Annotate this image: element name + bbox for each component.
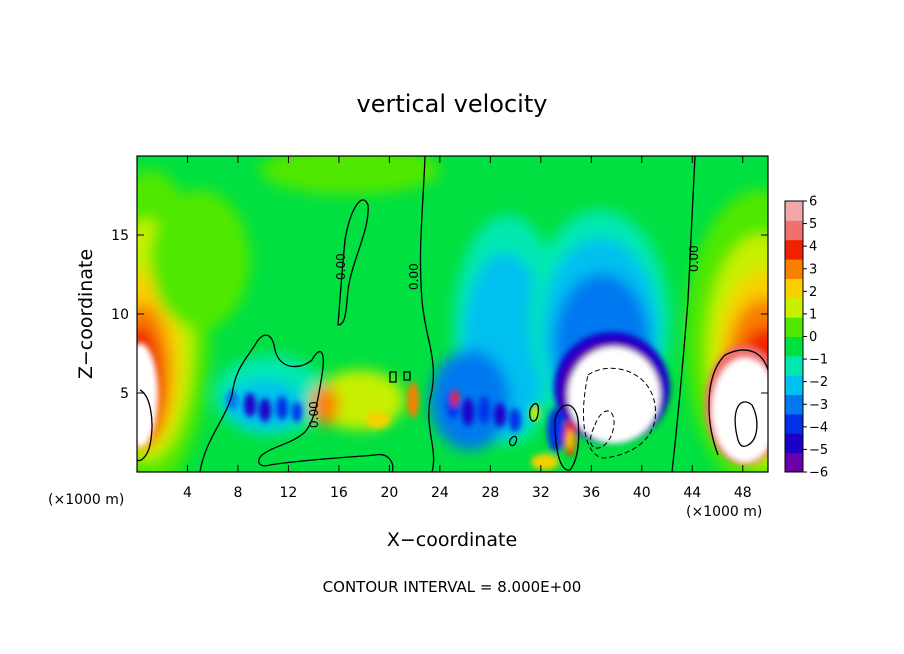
colorbar-swatch	[785, 259, 803, 279]
colorbar-tick-label: −1	[809, 353, 828, 368]
x-tick-label: 36	[582, 485, 600, 501]
heatmap-field: 0.00 0.00 0.00 0.00	[137, 156, 768, 472]
colorbar-swatch	[785, 239, 803, 260]
x-tick-label: 12	[280, 485, 298, 501]
y-tick-label: 10	[111, 307, 129, 323]
colorbar-tick-label: −4	[809, 420, 828, 435]
colorbar-swatch	[785, 394, 803, 415]
colorbar-swatch	[785, 297, 803, 318]
colorbar-tick-label: −2	[809, 375, 828, 390]
colorbar-tick-label: 5	[809, 217, 817, 232]
x-tick-label: 24	[431, 485, 449, 501]
colorbar-tick-label: −3	[809, 398, 828, 413]
y-axis-label: Z−coordinate	[75, 249, 97, 379]
colorbar-tick-label: 4	[809, 240, 817, 255]
x-tick-label: 4	[183, 485, 192, 501]
colorbar-swatch	[785, 336, 803, 357]
chart-title: vertical velocity	[357, 90, 548, 118]
contour-interval-note: CONTOUR INTERVAL = 8.000E+00	[323, 578, 582, 596]
colorbar-tick-label: −6	[809, 466, 828, 481]
colorbar-swatch	[785, 317, 803, 337]
x-tick-label: 44	[683, 485, 701, 501]
colorbar-swatch	[785, 375, 803, 396]
colorbar-swatch	[785, 452, 803, 473]
colorbar-swatch	[785, 433, 803, 454]
x-unit-left: (×1000 m)	[48, 492, 124, 508]
colorbar-swatch	[785, 413, 803, 434]
colorbar-swatch	[785, 201, 803, 221]
colorbar-swatch	[785, 355, 803, 376]
colorbar: 6 5 4 3 2 1 0 −1 −2 −3 −4 −5 −6	[784, 195, 828, 481]
x-tick-label: 48	[734, 485, 752, 501]
field-layer-fine	[137, 332, 768, 470]
x-tick-label: 40	[633, 485, 651, 501]
colorbar-tick-label: 1	[809, 307, 817, 322]
x-tick-label: 16	[330, 485, 348, 501]
x-tick-label: 28	[481, 485, 499, 501]
x-axis-label: X−coordinate	[387, 529, 517, 551]
colorbar-tick-label: −5	[809, 443, 828, 458]
contour-label: 0.00	[307, 401, 321, 428]
x-tick-label: 20	[380, 485, 398, 501]
x-unit-right: (×1000 m)	[686, 504, 762, 520]
colorbar-swatch	[785, 220, 803, 241]
y-axis-ticks: 5 10 15	[111, 228, 768, 402]
x-tick-label: 32	[532, 485, 550, 501]
y-tick-label: 15	[111, 228, 129, 244]
colorbar-tick-label: 6	[809, 195, 817, 210]
y-tick-label: 5	[120, 386, 129, 402]
contour-label: 0.00	[407, 263, 421, 290]
x-axis-ticks: 4 8 12 16 20 24 28 32 36 40 44 48	[183, 156, 752, 501]
negative-contours	[583, 367, 656, 459]
colorbar-tick-label: 3	[809, 262, 817, 277]
x-tick-label: 8	[233, 485, 242, 501]
contour-label: 0.00	[687, 245, 701, 272]
colorbar-tick-label: 2	[809, 285, 817, 300]
contour-label: 0.00	[334, 253, 348, 280]
colorbar-swatch	[785, 278, 803, 299]
colorbar-tick-label: 0	[809, 330, 817, 345]
contour-lines	[137, 156, 768, 472]
